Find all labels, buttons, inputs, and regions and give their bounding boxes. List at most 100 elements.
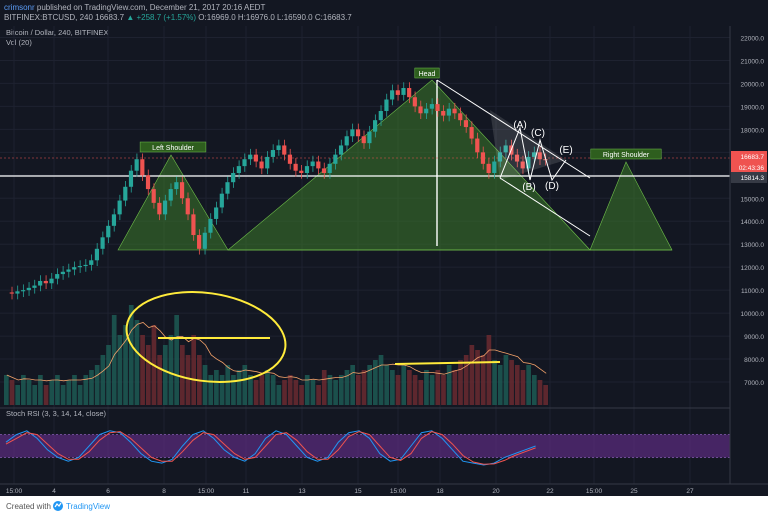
candle-body [338,145,344,155]
volume-bar [21,375,26,405]
time-tick-label: 22 [546,488,554,495]
volume-bar [333,380,338,405]
time-tick-label: 15 [354,488,362,495]
volume-bar [503,355,509,405]
stoch-k-line [5,430,536,466]
abcde-wave [499,126,567,182]
candle-body [49,278,54,284]
volume-bar [134,320,140,405]
candle-body [123,186,128,201]
volume-bar [191,335,197,405]
price-tick-label: 12000.0 [741,265,765,272]
price-tick-label: 20000.0 [741,81,765,88]
volume-bar [106,345,111,405]
price-tick-label: 15000.0 [741,196,765,203]
volume-bar [100,355,106,405]
volume-bar [299,385,304,405]
candle-body [162,200,168,215]
price-tick-label: 9000.0 [744,334,764,341]
price-tick-label: 14000.0 [741,219,765,226]
candle-body [480,152,486,164]
candle-body [497,152,503,162]
candle-body [304,166,310,174]
volume-bar [26,380,32,405]
volume-bar [531,375,537,405]
volume-bar [287,375,293,405]
price-tick-label: 13000.0 [741,242,765,249]
volume-bar [117,335,123,405]
candle-body [72,267,77,270]
candle-body [202,232,207,249]
candle-body [231,173,236,183]
volume-bar [128,305,134,405]
support-price-label-badge [731,172,767,183]
volume-bar [4,375,9,405]
quote-line: BITFINEX:BTCUSD, 240 16683.7 ▲ +258.7 (+… [4,13,352,22]
time-tick-label: 15:00 [198,488,215,495]
right-shoulder-label-box [590,148,662,160]
volume-bar [43,385,49,405]
volume-bar [446,365,452,405]
candle-body [89,260,94,265]
volume-bar [293,380,299,405]
wave-label: (C) [531,128,545,139]
volume-bar [94,365,100,405]
candle-body [355,129,361,137]
candle-body [21,290,26,292]
candle-body [134,159,139,171]
right-shoulder-label: Right Shoulder [603,152,650,159]
candle-body [310,161,315,167]
volume-bar [316,385,321,405]
volume-bar [162,345,168,405]
candle-body [38,280,43,286]
volume-bar [338,375,344,405]
symbol-text: BITFINEX:BTCUSD, 240 [4,13,93,22]
footer: Created with TradingView [0,496,768,516]
price-chart[interactable]: Head Left Shoulder Right Shoulder (A) (B) (C)… [0,0,768,496]
volume-bar [350,365,355,405]
volume-bar [475,350,480,405]
left-shoulder-label: Left Shoulder [152,145,194,152]
candle-body [492,161,497,174]
time-tick-label: 20 [492,488,500,495]
candle-body [128,170,134,187]
candle-body [259,161,264,169]
volume-bar [395,375,401,405]
time-tick-label: 4 [52,488,56,495]
candle-body [253,154,258,162]
grid [0,26,730,484]
volume-bar [66,380,72,405]
price-tick-label: 22000.0 [741,35,765,42]
candle-body [435,104,440,111]
volume-bar [424,370,429,405]
tradingview-brand[interactable]: TradingView [66,502,111,511]
volume-bar [202,365,208,405]
volume-bar [463,355,469,405]
candle-body [424,108,429,114]
volume-bar [390,370,395,405]
candle-body [401,88,406,95]
volume-bar [361,370,367,405]
volume-bar [492,360,497,405]
time-tick-label: 11 [243,488,250,495]
volume-bar [321,370,327,405]
volume-bar [219,375,225,405]
candle-body [458,113,463,121]
candle-body [219,193,224,208]
candle-body [418,106,423,114]
volume-bar [111,315,117,405]
volume-bar [537,380,543,405]
volume-bar [520,370,526,405]
time-tick-label: 15:00 [6,488,23,495]
volume-bars [4,305,548,405]
tradingview-logo-icon[interactable] [52,500,64,514]
volume-bar [248,375,253,405]
price-axis-bg [730,26,768,496]
volume-bar [89,370,94,405]
volume-bar [214,370,219,405]
countdown-label: 02:43:36 [739,165,765,172]
change-text: ▲ +258.7 (+1.57%) [126,13,197,22]
volume-bar [60,385,66,405]
author-link[interactable]: crimsonr [4,3,35,12]
volume-bar [242,365,248,405]
